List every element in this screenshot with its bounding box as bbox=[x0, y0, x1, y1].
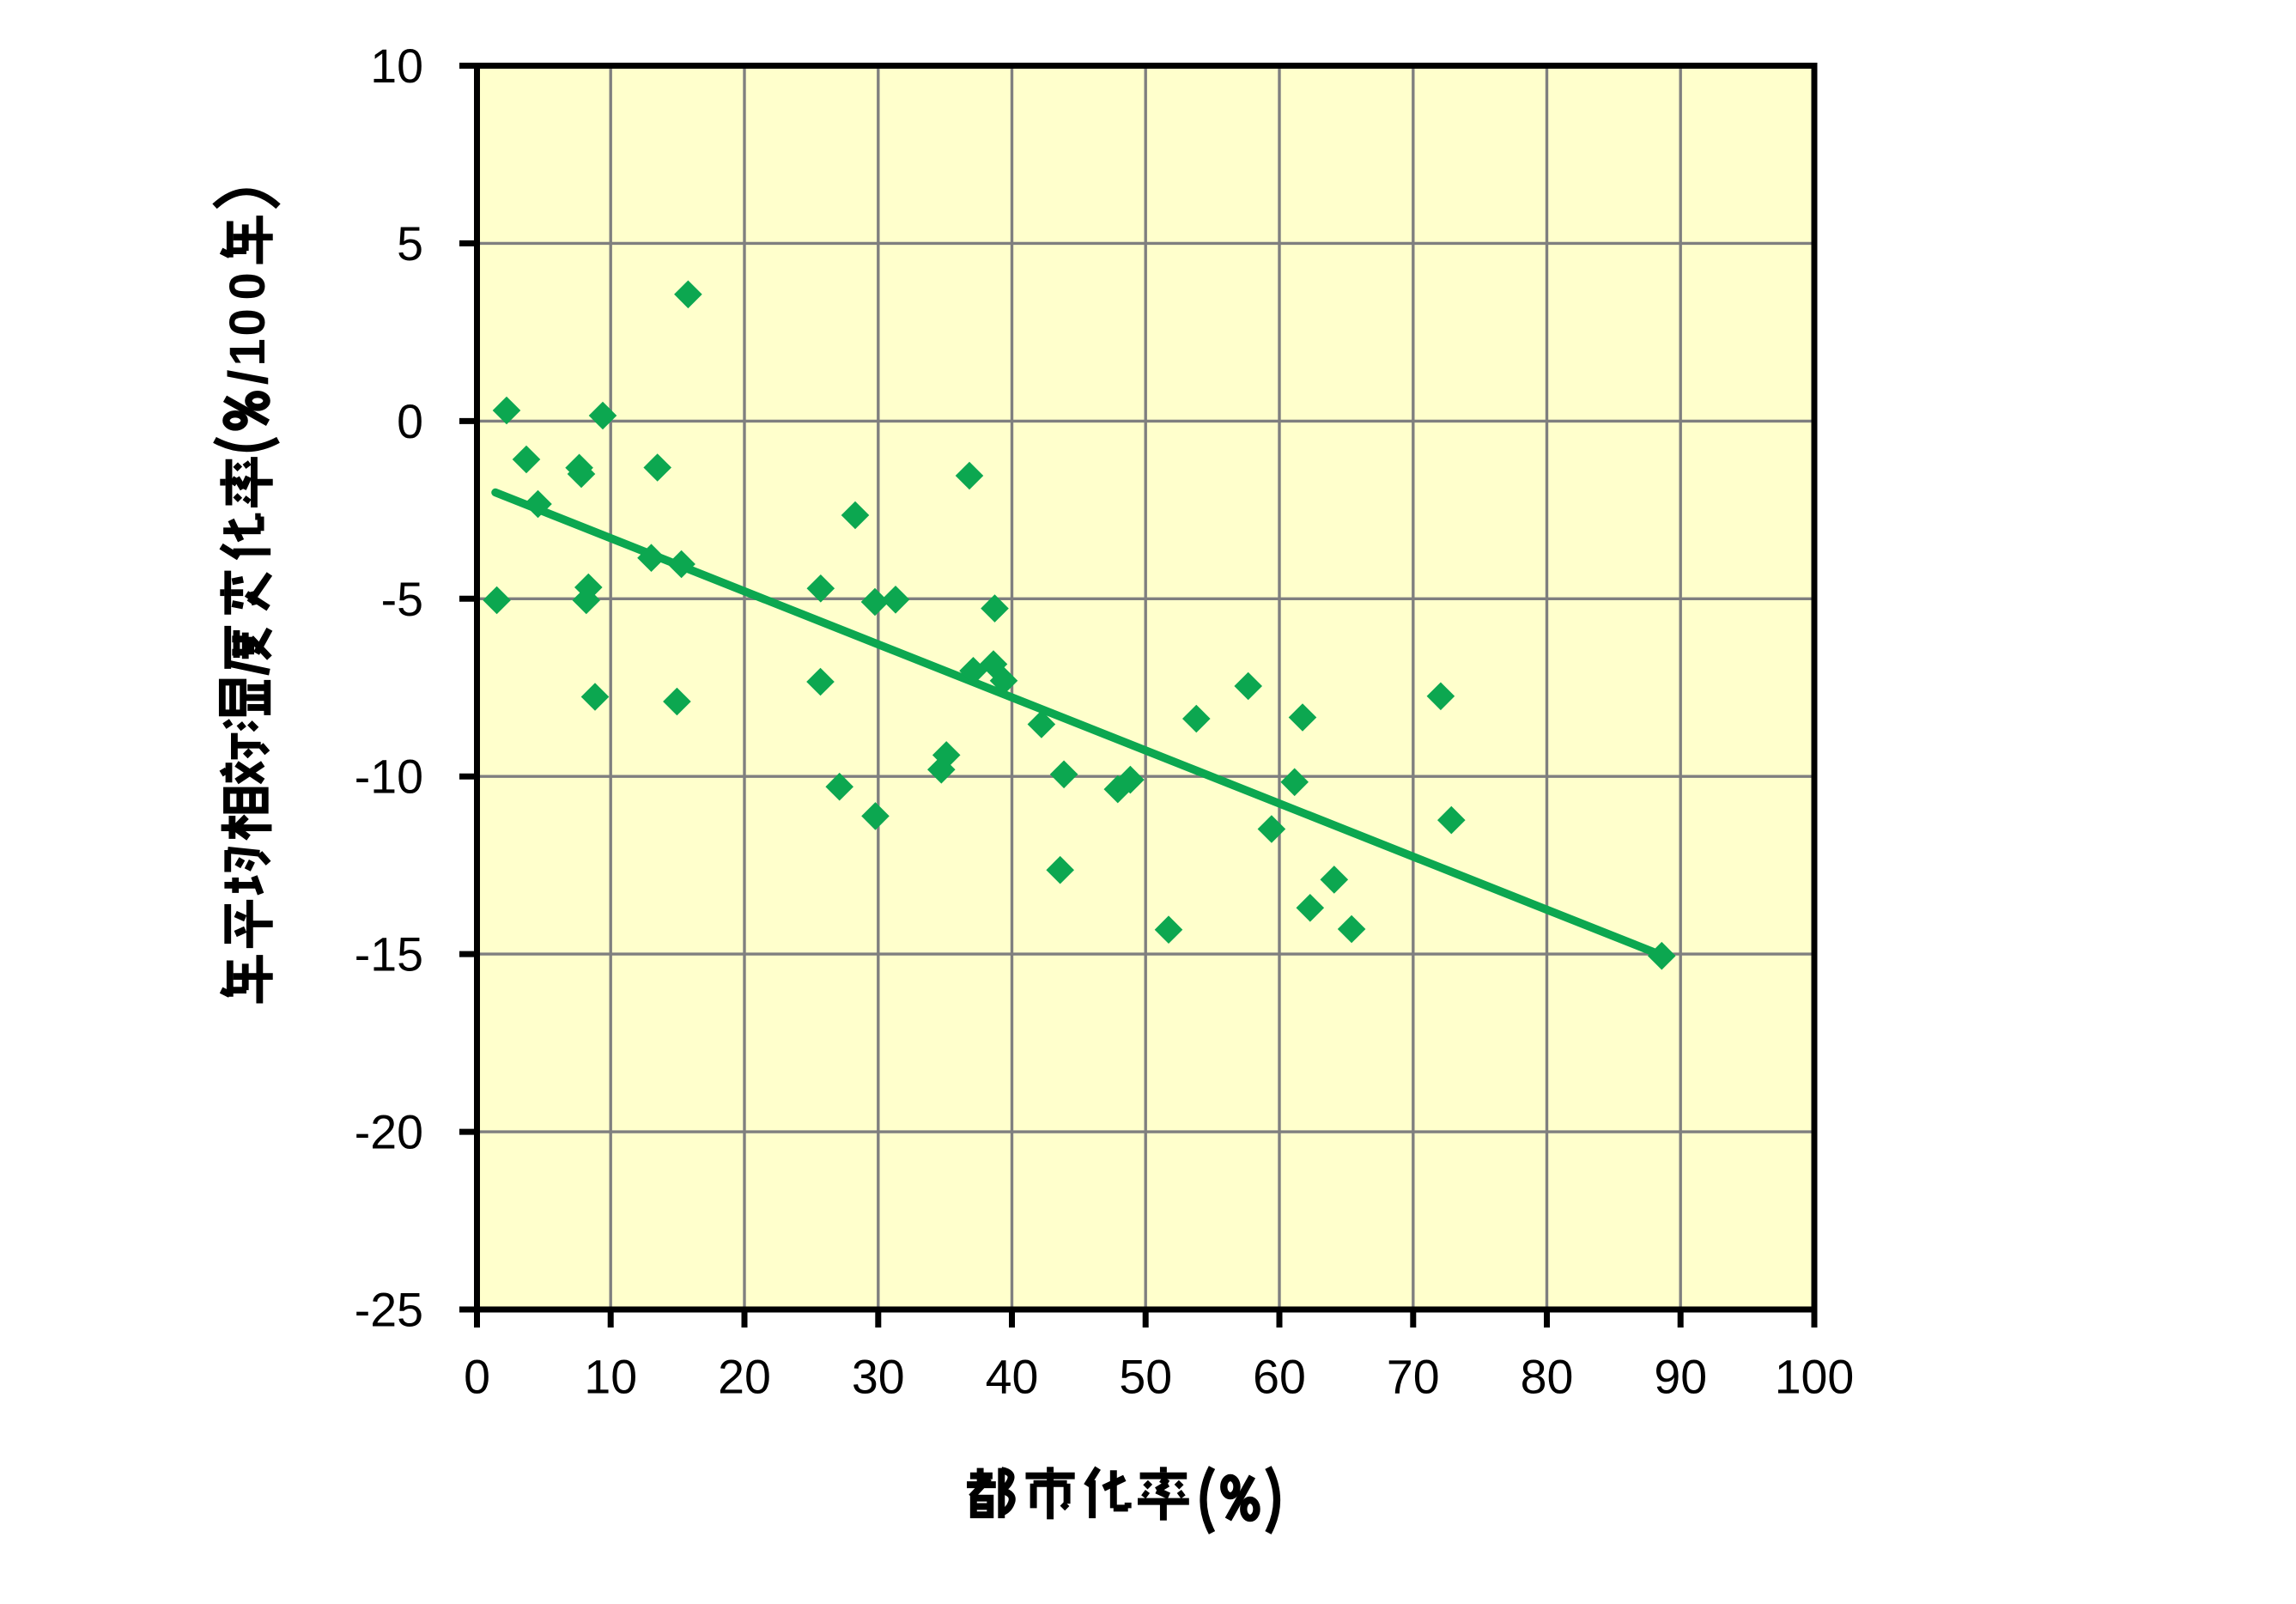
svg-text:5: 5 bbox=[397, 217, 423, 270]
svg-text:90: 90 bbox=[1654, 1351, 1707, 1404]
svg-text:-5: -5 bbox=[381, 573, 423, 626]
svg-text:100: 100 bbox=[1775, 1351, 1855, 1404]
svg-text:-20: -20 bbox=[355, 1106, 423, 1159]
svg-text:0: 0 bbox=[220, 272, 276, 300]
svg-text:0: 0 bbox=[220, 308, 276, 336]
svg-text:30: 30 bbox=[852, 1351, 905, 1404]
svg-text:80: 80 bbox=[1521, 1351, 1574, 1404]
svg-text:-25: -25 bbox=[355, 1284, 423, 1337]
svg-text:10: 10 bbox=[370, 39, 423, 93]
svg-text:70: 70 bbox=[1387, 1351, 1440, 1404]
svg-text:20: 20 bbox=[718, 1351, 771, 1404]
svg-text:0: 0 bbox=[464, 1351, 490, 1404]
svg-text:-10: -10 bbox=[355, 750, 423, 804]
svg-text:50: 50 bbox=[1119, 1351, 1172, 1404]
svg-text:0: 0 bbox=[397, 395, 423, 448]
svg-text:60: 60 bbox=[1253, 1351, 1306, 1404]
svg-text:/: / bbox=[217, 369, 279, 385]
svg-text:10: 10 bbox=[584, 1351, 637, 1404]
svg-text:1: 1 bbox=[220, 338, 276, 366]
svg-text:-15: -15 bbox=[355, 928, 423, 981]
svg-text:40: 40 bbox=[986, 1351, 1039, 1404]
